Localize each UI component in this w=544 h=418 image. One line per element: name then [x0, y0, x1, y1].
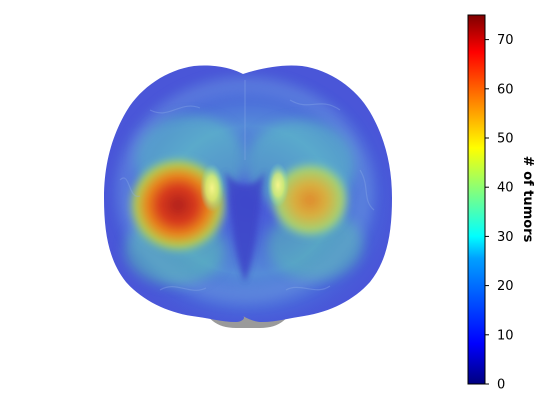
- colorbar-tick-label: 30: [497, 230, 514, 245]
- colorbar-tick-label: 70: [497, 33, 514, 48]
- colorbar-gradient: [467, 14, 486, 385]
- colorbar-tick-label: 40: [497, 181, 514, 196]
- colorbar: 0 10 20 30 40 50 60 70 # of tumors: [467, 14, 535, 393]
- colorbar-ticks: 0 10 20 30 40 50 60 70: [485, 33, 514, 393]
- brain-heatmap-image: [104, 65, 392, 328]
- colorbar-tick-label: 50: [497, 132, 514, 147]
- colorbar-tick-label: 60: [497, 82, 514, 97]
- colorbar-tick-label: 0: [497, 378, 505, 393]
- colorbar-label: # of tumors: [520, 156, 535, 243]
- colorbar-tick-label: 20: [497, 279, 514, 294]
- colorbar-tick-label: 10: [497, 328, 514, 343]
